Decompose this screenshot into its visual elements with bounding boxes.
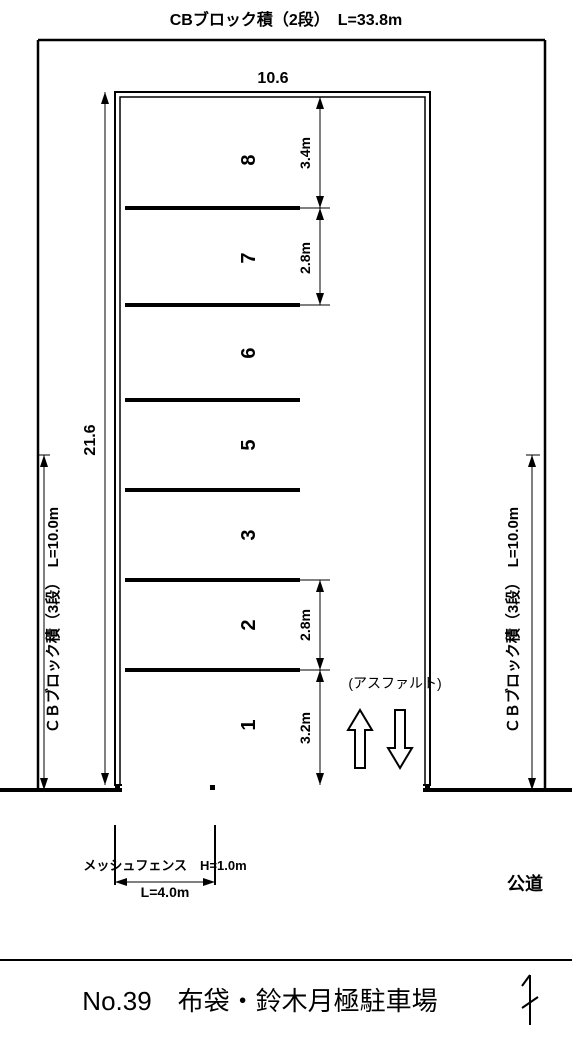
slot-2: 2 xyxy=(238,619,260,630)
dim-bottom: 3.2m xyxy=(297,712,313,744)
slot-6: 6 xyxy=(238,347,260,358)
page-title: No.39 布袋・鈴木月極駐車場 xyxy=(82,986,437,1016)
right-block-label: ＣＢブロック積（3段） L=10.0m xyxy=(504,507,522,733)
dim-2: 2.8m xyxy=(297,609,313,641)
asphalt-label: (アスファルト) xyxy=(348,675,441,691)
parking-diagram: CBブロック積（2段） L=33.8m 10.6 21.6 ＣＢブロック積（3段… xyxy=(0,0,572,1064)
dim-top: 3.4m xyxy=(297,137,313,169)
slot-5: 5 xyxy=(238,439,260,450)
dim-7: 2.8m xyxy=(297,242,313,274)
up-arrow-icon xyxy=(348,710,372,768)
road-label: 公道 xyxy=(507,873,543,894)
top-width-label: 10.6 xyxy=(257,70,288,87)
slot-3: 3 xyxy=(238,529,260,540)
down-arrow-icon xyxy=(388,710,412,768)
fence-label: メッシュフェンス H=1.0m xyxy=(83,858,246,873)
left-block-label: ＣＢブロック積（3段） L=10.0m xyxy=(44,507,62,733)
fence-length: L=4.0m xyxy=(141,884,190,900)
top-block-label: CBブロック積（2段） L=33.8m xyxy=(170,10,403,29)
slot-7: 7 xyxy=(238,252,260,263)
north-arrow-icon xyxy=(522,975,538,1025)
left-height-label: 21.6 xyxy=(82,424,99,455)
slot-1: 1 xyxy=(238,719,260,730)
slot-8: 8 xyxy=(238,154,260,165)
